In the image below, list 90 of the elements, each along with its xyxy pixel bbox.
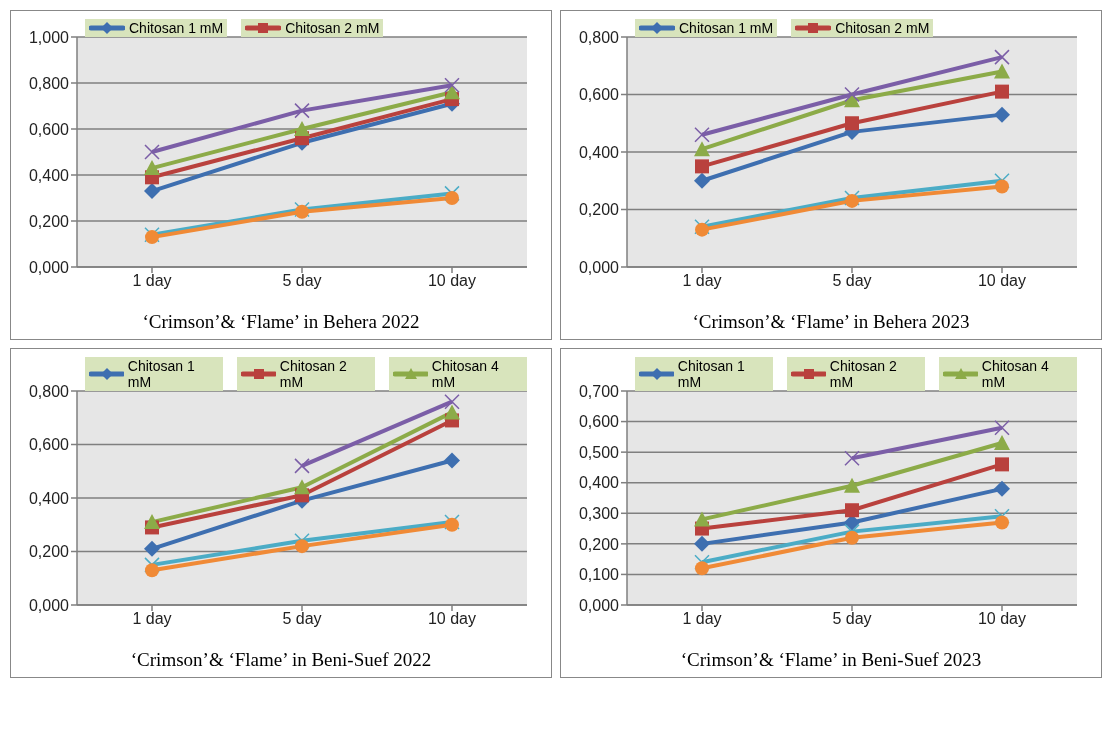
y-tick-label: 0,200 (28, 543, 70, 561)
x-tick-label: 1 day (682, 610, 722, 628)
legend-label: Chitosan 4 mM (431, 358, 500, 390)
x-tick-label: 10 day (427, 272, 477, 290)
legend-label: Chitosan 4 mM (981, 358, 1050, 390)
legend-label: Chitosan 1 mM (127, 358, 196, 390)
x-tick-label: 10 day (977, 610, 1027, 628)
point (445, 191, 459, 205)
point (694, 141, 710, 157)
point (144, 160, 160, 176)
point (994, 419, 1010, 436)
y-tick-label: 1,000 (28, 28, 70, 46)
legend-label: Chitosan 1 mM (129, 20, 224, 36)
point (145, 563, 159, 578)
point (295, 539, 309, 554)
point (995, 84, 1009, 99)
x-tick-label: 5 day (282, 610, 322, 628)
point (694, 127, 710, 143)
legend-label: Chitosan 2 mM (829, 358, 898, 390)
point (444, 404, 460, 420)
point (294, 479, 310, 495)
point (294, 102, 310, 119)
point (995, 515, 1009, 530)
text: ‘Crimson’& ‘Flame’ in Beni-Suef 2023 (679, 649, 983, 672)
y-tick-label: 0,400 (28, 166, 70, 184)
x-tick-label: 1 day (682, 272, 722, 290)
x-tick-label: 5 day (832, 272, 872, 290)
legend-label: Chitosan 1 mM (679, 20, 774, 36)
x-tick-label: 5 day (282, 272, 322, 290)
point (844, 477, 860, 493)
legend-label: Chitosan 1 mM (677, 358, 746, 390)
y-tick-label: 0,000 (28, 596, 70, 614)
y-tick-label: 0,000 (578, 258, 620, 276)
y-tick-label: 0,300 (578, 504, 620, 522)
y-tick-label: 0,400 (578, 474, 620, 492)
point (845, 503, 859, 518)
x-tick-label: 10 day (977, 272, 1027, 290)
point (844, 450, 860, 467)
point (995, 179, 1009, 194)
point (695, 561, 709, 576)
y-tick-label: 0,800 (28, 382, 70, 400)
point (444, 452, 460, 469)
y-tick-label: 0,200 (578, 535, 620, 553)
point (444, 84, 460, 100)
point (294, 458, 310, 474)
x-tick-label: 1 day (132, 610, 172, 628)
point (144, 183, 160, 200)
y-tick-label: 0,400 (28, 489, 70, 507)
point (444, 393, 460, 410)
y-tick-label: 0,800 (28, 74, 70, 92)
y-tick-label: 0,600 (28, 436, 70, 454)
point (994, 49, 1010, 65)
point (994, 63, 1010, 79)
x-tick-label: 1 day (132, 272, 172, 290)
text: ‘Crimson’& ‘Flame’ in Behera 2023 (691, 311, 971, 334)
y-tick-label: 0,000 (28, 258, 70, 276)
y-tick-label: 0,600 (578, 413, 620, 431)
y-tick-label: 0,400 (578, 143, 620, 161)
y-tick-label: 0,200 (28, 212, 70, 230)
point (845, 116, 859, 131)
point (994, 106, 1010, 123)
point (444, 77, 460, 94)
x-tick-label: 10 day (427, 610, 477, 628)
point (845, 530, 859, 545)
y-tick-label: 0,500 (578, 443, 620, 461)
point (694, 535, 710, 552)
y-tick-label: 0,000 (578, 596, 620, 614)
point (144, 540, 160, 557)
point (694, 172, 710, 189)
y-tick-label: 0,600 (578, 86, 620, 104)
point (995, 457, 1009, 472)
point (294, 121, 310, 136)
point (695, 159, 709, 174)
legend-label: Chitosan 2 mM (285, 20, 380, 36)
y-tick-label: 0,800 (578, 28, 620, 46)
y-tick-label: 0,100 (578, 566, 620, 584)
legend-label: Chitosan 2 mM (279, 358, 348, 390)
text: ‘Crimson’& ‘Flame’ in Behera 2022 (141, 311, 421, 334)
point (844, 86, 860, 103)
y-tick-label: 0,600 (28, 120, 70, 138)
point (994, 480, 1010, 497)
point (144, 514, 160, 530)
x-tick-label: 5 day (832, 610, 872, 628)
y-tick-label: 0,700 (578, 382, 620, 400)
y-tick-label: 0,200 (578, 201, 620, 219)
text: ‘Crimson’& ‘Flame’ in Beni-Suef 2022 (129, 649, 433, 672)
point (694, 511, 710, 527)
point (144, 144, 160, 160)
point (994, 434, 1010, 450)
legend-label: Chitosan 2 mM (835, 20, 930, 36)
